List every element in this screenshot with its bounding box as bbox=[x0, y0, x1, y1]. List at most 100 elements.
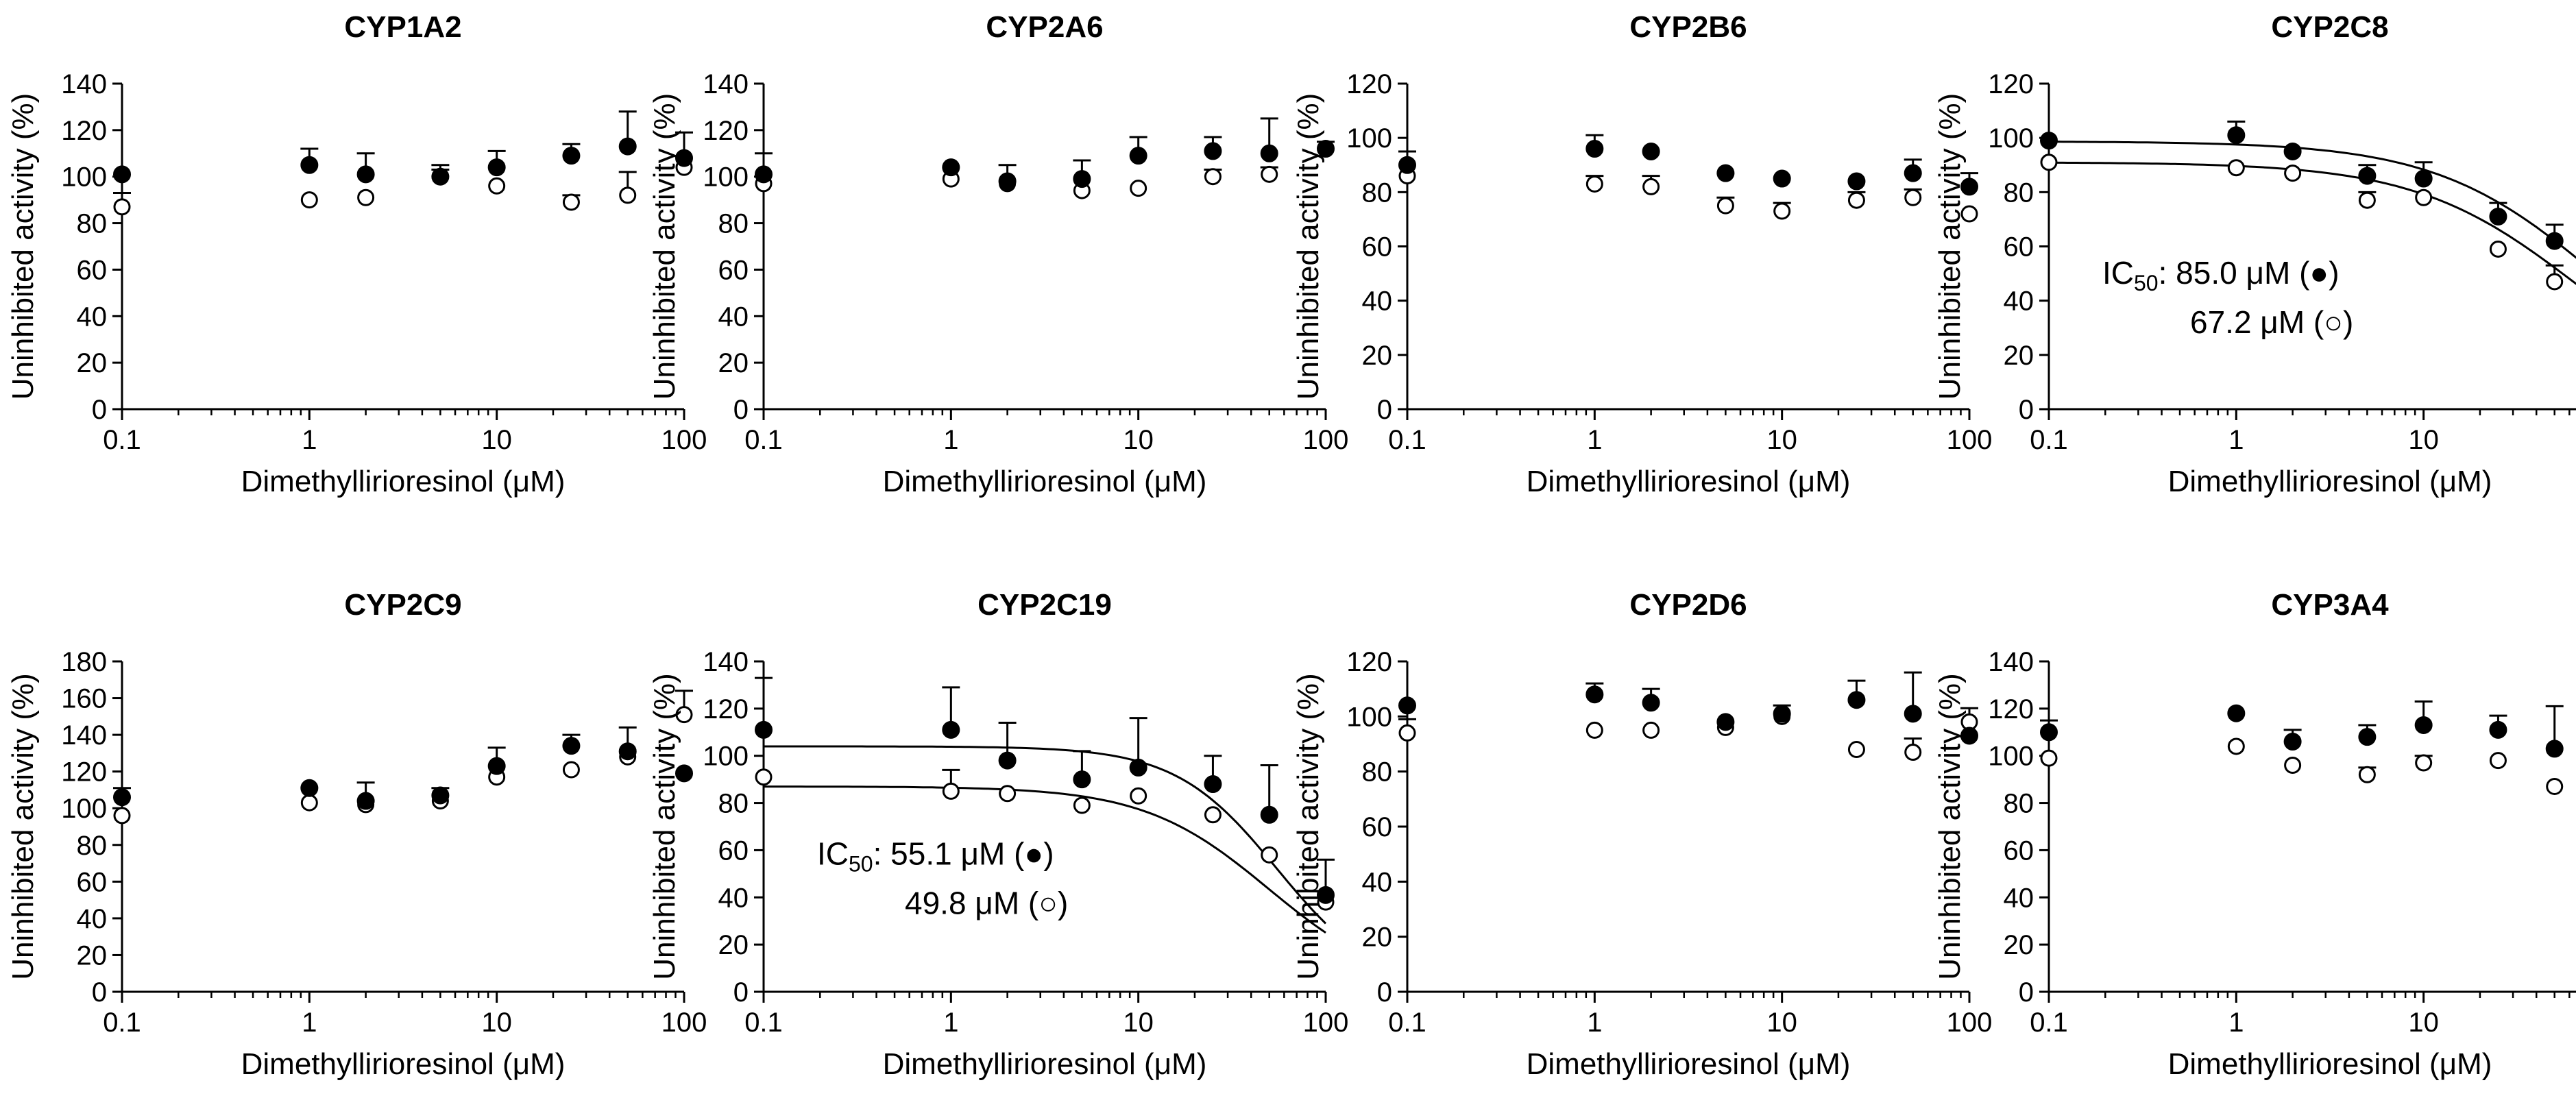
y-tick-label: 80 bbox=[77, 209, 108, 239]
point-open bbox=[562, 761, 580, 779]
y-tick-label: 100 bbox=[1346, 123, 1392, 154]
point-open bbox=[562, 193, 580, 211]
ic50-prefix: IC bbox=[817, 835, 849, 871]
y-tick-label: 80 bbox=[718, 209, 749, 239]
y-tick-label: 120 bbox=[1346, 69, 1392, 99]
chart-title: CYP2C19 bbox=[977, 588, 1112, 622]
y-axis-label: Uninhibited activity (%) bbox=[648, 93, 681, 400]
point-open bbox=[2284, 756, 2302, 774]
point-open bbox=[113, 198, 131, 216]
point-filled bbox=[1129, 147, 1147, 165]
x-tick-label: 10 bbox=[481, 425, 512, 455]
point-filled bbox=[562, 147, 581, 165]
point-filled bbox=[487, 158, 506, 177]
y-tick-label: 180 bbox=[61, 647, 107, 677]
ic50-close: ) bbox=[2343, 304, 2353, 340]
y-tick-label: 120 bbox=[1988, 694, 2034, 724]
point-filled bbox=[1960, 727, 1978, 745]
y-tick-label: 80 bbox=[718, 789, 749, 819]
y-tick-label: 0 bbox=[1377, 395, 1392, 425]
point-filled bbox=[2358, 167, 2377, 185]
point-open bbox=[1073, 796, 1091, 814]
point-open bbox=[2227, 159, 2245, 177]
y-tick-label: 20 bbox=[718, 930, 749, 960]
ic50-label: IC50: 85.0 μM (●) bbox=[2102, 255, 2340, 295]
y-tick-label: 20 bbox=[77, 348, 108, 378]
y-tick-label: 40 bbox=[1362, 286, 1393, 317]
fit-curve-filled bbox=[2049, 141, 2576, 259]
y-tick-label: 120 bbox=[61, 116, 107, 146]
y-tick-label: 60 bbox=[718, 255, 749, 285]
point-open bbox=[1585, 175, 1603, 193]
point-filled bbox=[431, 786, 450, 805]
point-open bbox=[1642, 721, 1660, 739]
ic50-subscript: 50 bbox=[2134, 271, 2159, 295]
series-open bbox=[113, 169, 637, 207]
point-open bbox=[1261, 165, 1278, 183]
ic50-close: ) bbox=[1058, 885, 1068, 920]
x-axis-label: Dimethyllirioresinol (μM) bbox=[883, 465, 1207, 498]
point-filled bbox=[1585, 140, 1604, 158]
point-open bbox=[300, 191, 318, 209]
point-filled bbox=[1204, 775, 1222, 794]
y-tick-label: 100 bbox=[1988, 742, 2034, 772]
point-filled bbox=[2489, 720, 2507, 739]
series-filled bbox=[1398, 134, 1978, 187]
y-tick-label: 0 bbox=[1377, 977, 1392, 1008]
x-tick-label: 1 bbox=[2228, 1008, 2244, 1038]
chart-title: CYP1A2 bbox=[344, 10, 461, 44]
x-tick-label: 100 bbox=[1303, 425, 1349, 455]
x-tick-label: 10 bbox=[1123, 425, 1154, 455]
y-axis-label: Uninhibited activity (%) bbox=[1933, 93, 1967, 400]
y-tick-label: 0 bbox=[92, 977, 107, 1008]
y-tick-label: 120 bbox=[61, 757, 107, 788]
point-filled bbox=[1773, 705, 1791, 723]
point-filled bbox=[1260, 144, 1278, 162]
point-open bbox=[2358, 766, 2376, 783]
chart-cyp2d6: CYP2D6 0 20 40 60 80 100 120 0.1 1 10 100 Dimethylli… bbox=[1291, 588, 1992, 1081]
point-filled bbox=[998, 751, 1017, 770]
ic50-label: 67.2 μM (○) bbox=[2190, 304, 2353, 340]
point-filled bbox=[2227, 126, 2246, 145]
point-filled bbox=[755, 720, 773, 739]
x-tick-label: 10 bbox=[481, 1008, 512, 1038]
point-open bbox=[1261, 846, 1278, 864]
point-open bbox=[113, 807, 131, 825]
y-tick-label: 160 bbox=[61, 684, 107, 714]
ic50-value: : 85.0 μM ( bbox=[2159, 255, 2310, 291]
x-tick-label: 1 bbox=[1587, 425, 1602, 455]
y-tick-label: 80 bbox=[2004, 178, 2034, 208]
ic50-symbol: ● bbox=[2309, 255, 2329, 291]
series-open bbox=[1585, 175, 1922, 212]
x-tick-label: 100 bbox=[1303, 1008, 1349, 1038]
point-filled bbox=[113, 788, 131, 807]
y-tick-label: 140 bbox=[703, 69, 749, 99]
ic50-value: 49.8 μM ( bbox=[905, 885, 1039, 920]
chart-title: CYP2A6 bbox=[986, 10, 1103, 44]
y-tick-label: 100 bbox=[61, 162, 107, 193]
x-axis-label: Dimethyllirioresinol (μM) bbox=[2168, 1047, 2492, 1081]
chart-title: CYP2C8 bbox=[2271, 10, 2388, 44]
series-open bbox=[1398, 707, 1978, 753]
x-axis-label: Dimethyllirioresinol (μM) bbox=[883, 1047, 1207, 1081]
x-axis-label: Dimethyllirioresinol (μM) bbox=[241, 1047, 566, 1081]
y-tick-label: 0 bbox=[733, 395, 749, 425]
y-tick-label: 60 bbox=[1362, 232, 1393, 263]
y-tick-label: 60 bbox=[2004, 835, 2034, 866]
point-open bbox=[488, 177, 506, 195]
x-tick-label: 1 bbox=[1587, 1008, 1602, 1038]
point-filled bbox=[618, 742, 637, 761]
y-tick-label: 40 bbox=[2004, 286, 2034, 317]
point-filled bbox=[113, 165, 131, 184]
point-filled bbox=[1642, 694, 1660, 712]
chart-cyp1a2: CYP1A2 0 20 40 60 80 100 120 140 0.1 1 10 100 Dimethy… bbox=[6, 10, 707, 498]
point-open bbox=[2415, 188, 2433, 206]
y-axis-label: Uninhibited activity (%) bbox=[1291, 93, 1325, 400]
point-filled bbox=[1642, 142, 1660, 160]
point-filled bbox=[1716, 713, 1735, 731]
chart-title: CYP2C9 bbox=[344, 588, 461, 622]
point-filled bbox=[2545, 232, 2564, 250]
x-tick-label: 0.1 bbox=[2030, 1008, 2068, 1038]
point-filled bbox=[356, 165, 375, 184]
point-open bbox=[1130, 180, 1147, 197]
